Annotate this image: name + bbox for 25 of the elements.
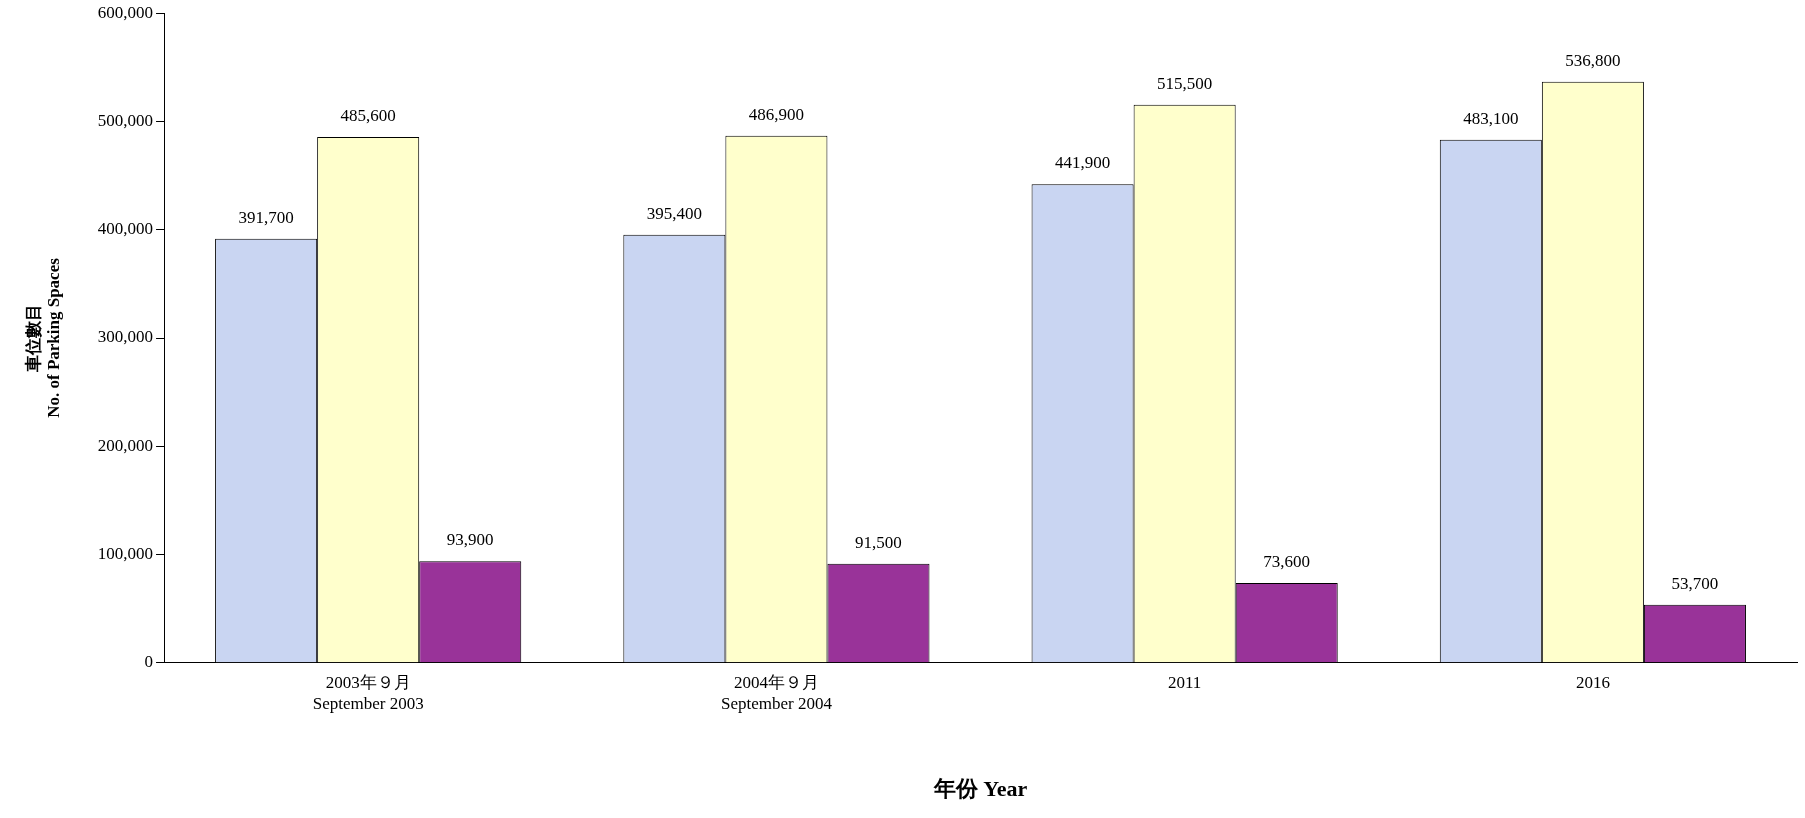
y-tick-label: 200,000 bbox=[97, 435, 154, 455]
y-tick-label: 0 bbox=[144, 652, 154, 672]
y-axis-title: 車位數目 No. of Parking Spaces bbox=[23, 257, 63, 418]
data-label: 53,700 bbox=[1671, 573, 1719, 593]
y-tick-label: 300,000 bbox=[97, 327, 154, 347]
data-label: 73,600 bbox=[1263, 552, 1311, 572]
data-label: 93,900 bbox=[446, 530, 494, 550]
data-label: 515,500 bbox=[1157, 73, 1213, 93]
x-tick-label: 2011 bbox=[1167, 673, 1202, 693]
x-tick-label: 2003年９月 September 2003 bbox=[312, 673, 424, 713]
data-label: 536,800 bbox=[1565, 50, 1621, 70]
data-label: 485,600 bbox=[340, 106, 396, 126]
x-tick-label: 2004年９月 September 2004 bbox=[720, 673, 833, 713]
x-axis-title: 年份 Year bbox=[932, 776, 1028, 802]
x-tick-label: 2016 bbox=[1575, 673, 1610, 693]
y-tick-label: 400,000 bbox=[97, 219, 154, 239]
y-tick-label: 100,000 bbox=[97, 544, 154, 563]
data-label: 441,900 bbox=[1054, 153, 1111, 173]
data-label: 91,500 bbox=[855, 532, 902, 552]
data-label: 395,400 bbox=[646, 203, 702, 223]
y-tick-label: 600,000 bbox=[97, 2, 154, 22]
data-label: 391,700 bbox=[238, 207, 294, 227]
data-label: 483,100 bbox=[1463, 108, 1519, 128]
data-label: 486,900 bbox=[748, 104, 805, 124]
y-tick-label: 500,000 bbox=[97, 110, 154, 130]
